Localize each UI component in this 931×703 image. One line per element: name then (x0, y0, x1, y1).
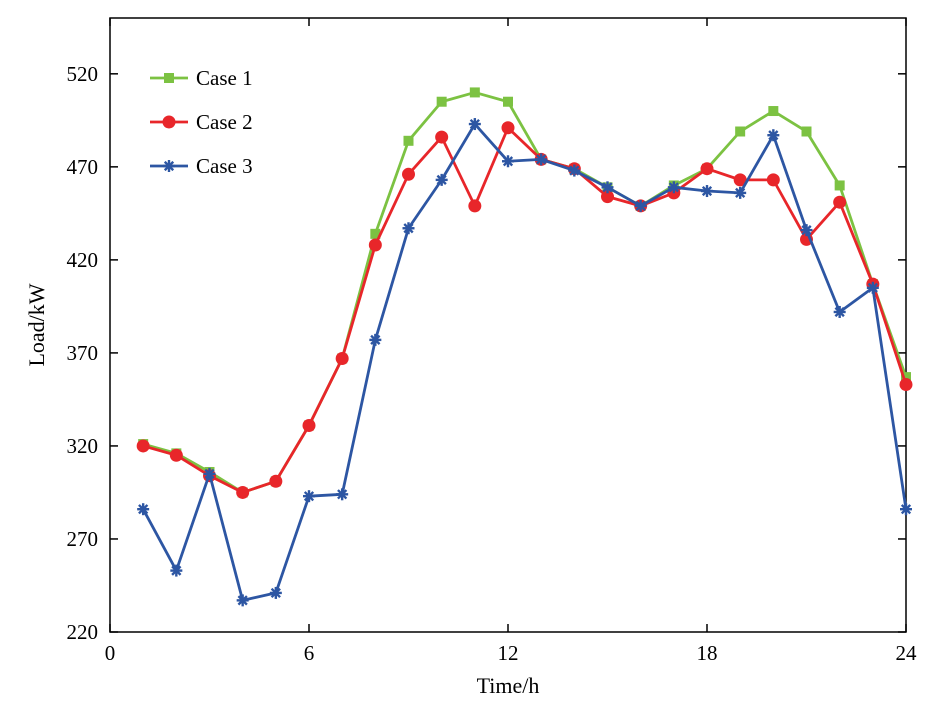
series-1-point (768, 106, 779, 117)
legend-label: Case 1 (196, 66, 253, 90)
x-tick-label: 24 (896, 641, 918, 665)
series-3-point (137, 503, 150, 516)
series-2-point (335, 351, 349, 365)
series-3-point (900, 503, 912, 516)
series-3-point (236, 594, 249, 607)
series-1-point (403, 135, 414, 146)
series-3 (137, 118, 912, 607)
series-3-point (568, 164, 581, 177)
y-tick-label: 420 (67, 248, 99, 272)
legend-marker (162, 115, 176, 129)
series-3-point (269, 586, 282, 599)
series-3-point (734, 186, 747, 199)
legend-marker (164, 73, 174, 83)
x-tick-label: 12 (498, 641, 519, 665)
legend-label: Case 3 (196, 154, 253, 178)
series-2-point (435, 130, 449, 144)
series-3-point (369, 333, 382, 346)
series-1 (138, 87, 911, 498)
series-1-point (901, 372, 911, 383)
series-3-point (535, 153, 548, 166)
series-3-point (800, 224, 813, 237)
series-3-point (468, 118, 481, 131)
series-2 (136, 121, 913, 499)
x-axis-title: Time/h (477, 673, 540, 698)
series-2-point (501, 121, 515, 135)
y-tick-label: 270 (67, 527, 99, 551)
legend-marker (163, 160, 175, 172)
series-3-point (701, 185, 713, 198)
series-3-point (203, 467, 216, 480)
series-2-point (136, 439, 150, 453)
y-axis-title: Load/kW (24, 283, 49, 366)
series-2-point (302, 418, 316, 432)
series-3-line (141, 122, 908, 602)
series-2-point (733, 173, 747, 187)
series-3-point (767, 129, 780, 142)
series-3-point (866, 281, 879, 294)
series-2-point (766, 173, 780, 187)
y-tick-label: 520 (67, 62, 99, 86)
series-1-point (834, 180, 845, 191)
series-2-point (269, 474, 283, 488)
series-1-point (436, 96, 447, 107)
series-1-point (801, 126, 812, 137)
x-tick-label: 18 (697, 641, 718, 665)
series-3-point (601, 181, 614, 194)
series-2-point (601, 190, 614, 204)
series-layer (136, 87, 913, 607)
y-tick-label: 370 (67, 341, 99, 365)
x-tick-label: 0 (105, 641, 116, 665)
series-2-point (169, 448, 183, 462)
series-1-line (142, 91, 908, 494)
series-3-point (667, 181, 680, 194)
series-2-point (833, 195, 847, 209)
series-2-point (899, 378, 913, 392)
series-3-point (502, 155, 514, 168)
series-2-point (468, 199, 482, 213)
y-tick-label: 320 (67, 434, 99, 458)
series-1-point (503, 96, 513, 107)
axis-ticks: 0 6 12 18 24 220 270 320 370 420 470 520 (67, 18, 918, 665)
series-2-point (368, 238, 382, 252)
series-2-point (402, 167, 415, 181)
legend-label: Case 2 (196, 110, 253, 134)
series-3-point (402, 222, 415, 235)
x-tick-label: 6 (304, 641, 315, 665)
series-3-point (435, 173, 448, 186)
y-tick-label: 470 (67, 155, 99, 179)
y-tick-label: 220 (67, 620, 99, 644)
legend: Case 1 Case 2 Case 3 (150, 66, 253, 178)
series-2-point (700, 162, 714, 176)
series-3-point (634, 199, 647, 212)
series-3-point (170, 564, 183, 577)
series-3-point (336, 488, 349, 501)
series-3-point (833, 305, 846, 318)
series-1-point (469, 87, 480, 98)
series-2-point (236, 485, 250, 499)
series-1-point (370, 228, 381, 239)
series-1-point (735, 126, 746, 137)
series-2-line (142, 126, 908, 494)
series-3-point (303, 490, 315, 503)
